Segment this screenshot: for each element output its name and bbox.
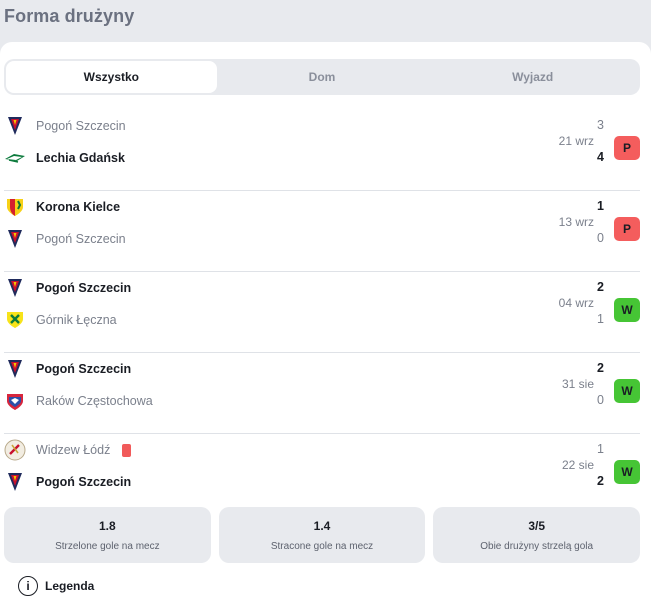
team-form-card: Wszystko Dom Wyjazd Pogoń Szczecin Lechi… (0, 42, 651, 612)
stat-label: Stracone gole na mecz (270, 540, 374, 552)
away-team-name: Pogoń Szczecin (36, 232, 126, 246)
result-badge: W (614, 298, 640, 322)
away-team-name: Górnik Łęczna (36, 313, 117, 327)
lechia-crest-icon (4, 147, 26, 169)
page-header: Forma drużyny (0, 0, 651, 42)
away-score: 2 (597, 474, 604, 488)
divider (4, 190, 640, 191)
rakow-crest-icon (4, 390, 26, 412)
divider (4, 352, 640, 353)
home-team: Korona Kielce (4, 195, 424, 219)
away-team: Pogoń Szczecin (4, 227, 424, 251)
match-row[interactable]: Korona Kielce Pogoń Szczecin 1 0 13 wrz … (4, 192, 640, 272)
home-score: 2 (597, 280, 604, 294)
legend-button[interactable]: i Legenda (18, 576, 94, 596)
away-score: 0 (597, 393, 604, 407)
away-score: 0 (597, 231, 604, 245)
legend-label: Legenda (45, 579, 95, 593)
pogon-crest-icon (4, 358, 26, 380)
divider (4, 271, 640, 272)
home-score: 1 (597, 442, 604, 456)
away-team: Lechia Gdańsk (4, 146, 424, 170)
match-row[interactable]: Pogoń Szczecin Górnik Łęczna 2 1 04 wrz … (4, 273, 640, 353)
match-date: 04 wrz (558, 296, 594, 310)
pogon-crest-icon (4, 471, 26, 493)
home-team: Widzew Łódź (4, 438, 424, 462)
tab-home[interactable]: Dom (308, 70, 336, 84)
red-card-icon (122, 443, 132, 457)
match-row[interactable]: Widzew Łódź Pogoń Szczecin 1 2 22 sie W (4, 435, 640, 503)
away-score: 1 (597, 312, 604, 326)
tab-all[interactable]: Wszystko (6, 61, 217, 93)
korona-crest-icon (4, 196, 26, 218)
divider (4, 433, 640, 434)
stat-label: Strzelone gole na mecz (55, 540, 160, 552)
away-team-name: Raków Częstochowa (36, 394, 153, 408)
result-badge: W (614, 460, 640, 484)
match-date: 22 sie (561, 458, 594, 472)
away-team: Raków Częstochowa (4, 389, 424, 413)
home-score: 3 (597, 118, 604, 132)
gornik-crest-icon (4, 309, 26, 331)
result-badge: P (614, 136, 640, 160)
home-team: Pogoń Szczecin (4, 114, 424, 138)
stats-summary: 1.8 Strzelone gole na mecz 1.4 Stracone … (4, 507, 641, 563)
match-date: 21 wrz (558, 134, 594, 148)
home-team: Pogoń Szczecin (4, 276, 424, 300)
stat-value: 1.4 (313, 518, 331, 533)
away-score: 4 (597, 150, 604, 164)
away-team: Pogoń Szczecin (4, 470, 424, 494)
result-badge: W (614, 379, 640, 403)
match-row[interactable]: Pogoń Szczecin Lechia Gdańsk 3 4 21 wrz … (4, 111, 640, 191)
match-date: 31 sie (561, 377, 594, 391)
stat-both-teams-score: 3/5 Obie drużyny strzelą gola (433, 507, 641, 563)
home-team-name: Widzew Łódź (36, 443, 111, 457)
result-badge: P (614, 217, 640, 241)
home-team-name: Pogoń Szczecin (36, 281, 132, 295)
away-team-name: Lechia Gdańsk (36, 151, 125, 165)
match-date: 13 wrz (558, 215, 594, 229)
venue-tabs: Wszystko Dom Wyjazd (4, 59, 640, 95)
away-team: Górnik Łęczna (4, 308, 424, 332)
home-score: 1 (597, 199, 604, 213)
stat-goals-scored: 1.8 Strzelone gole na mecz (4, 507, 211, 563)
widzew-crest-icon (4, 439, 26, 461)
stat-value: 1.8 (98, 518, 116, 533)
tab-away[interactable]: Wyjazd (512, 70, 554, 84)
home-team: Pogoń Szczecin (4, 357, 424, 381)
match-row[interactable]: Pogoń Szczecin Raków Częstochowa 2 0 31 … (4, 354, 640, 434)
home-team-name: Pogoń Szczecin (36, 362, 132, 376)
pogon-crest-icon (4, 115, 26, 137)
stat-goals-conceded: 1.4 Stracone gole na mecz (218, 507, 426, 563)
home-score: 2 (597, 361, 604, 375)
info-icon: i (18, 576, 38, 596)
pogon-crest-icon (4, 277, 26, 299)
page-title: Forma drużyny (4, 6, 135, 26)
home-team-name: Pogoń Szczecin (36, 119, 126, 133)
home-team-name: Korona Kielce (36, 200, 121, 214)
stat-label: Obie drużyny strzelą gola (480, 540, 594, 552)
stat-value: 3/5 (528, 518, 546, 533)
pogon-crest-icon (4, 228, 26, 250)
away-team-name: Pogoń Szczecin (36, 475, 132, 489)
